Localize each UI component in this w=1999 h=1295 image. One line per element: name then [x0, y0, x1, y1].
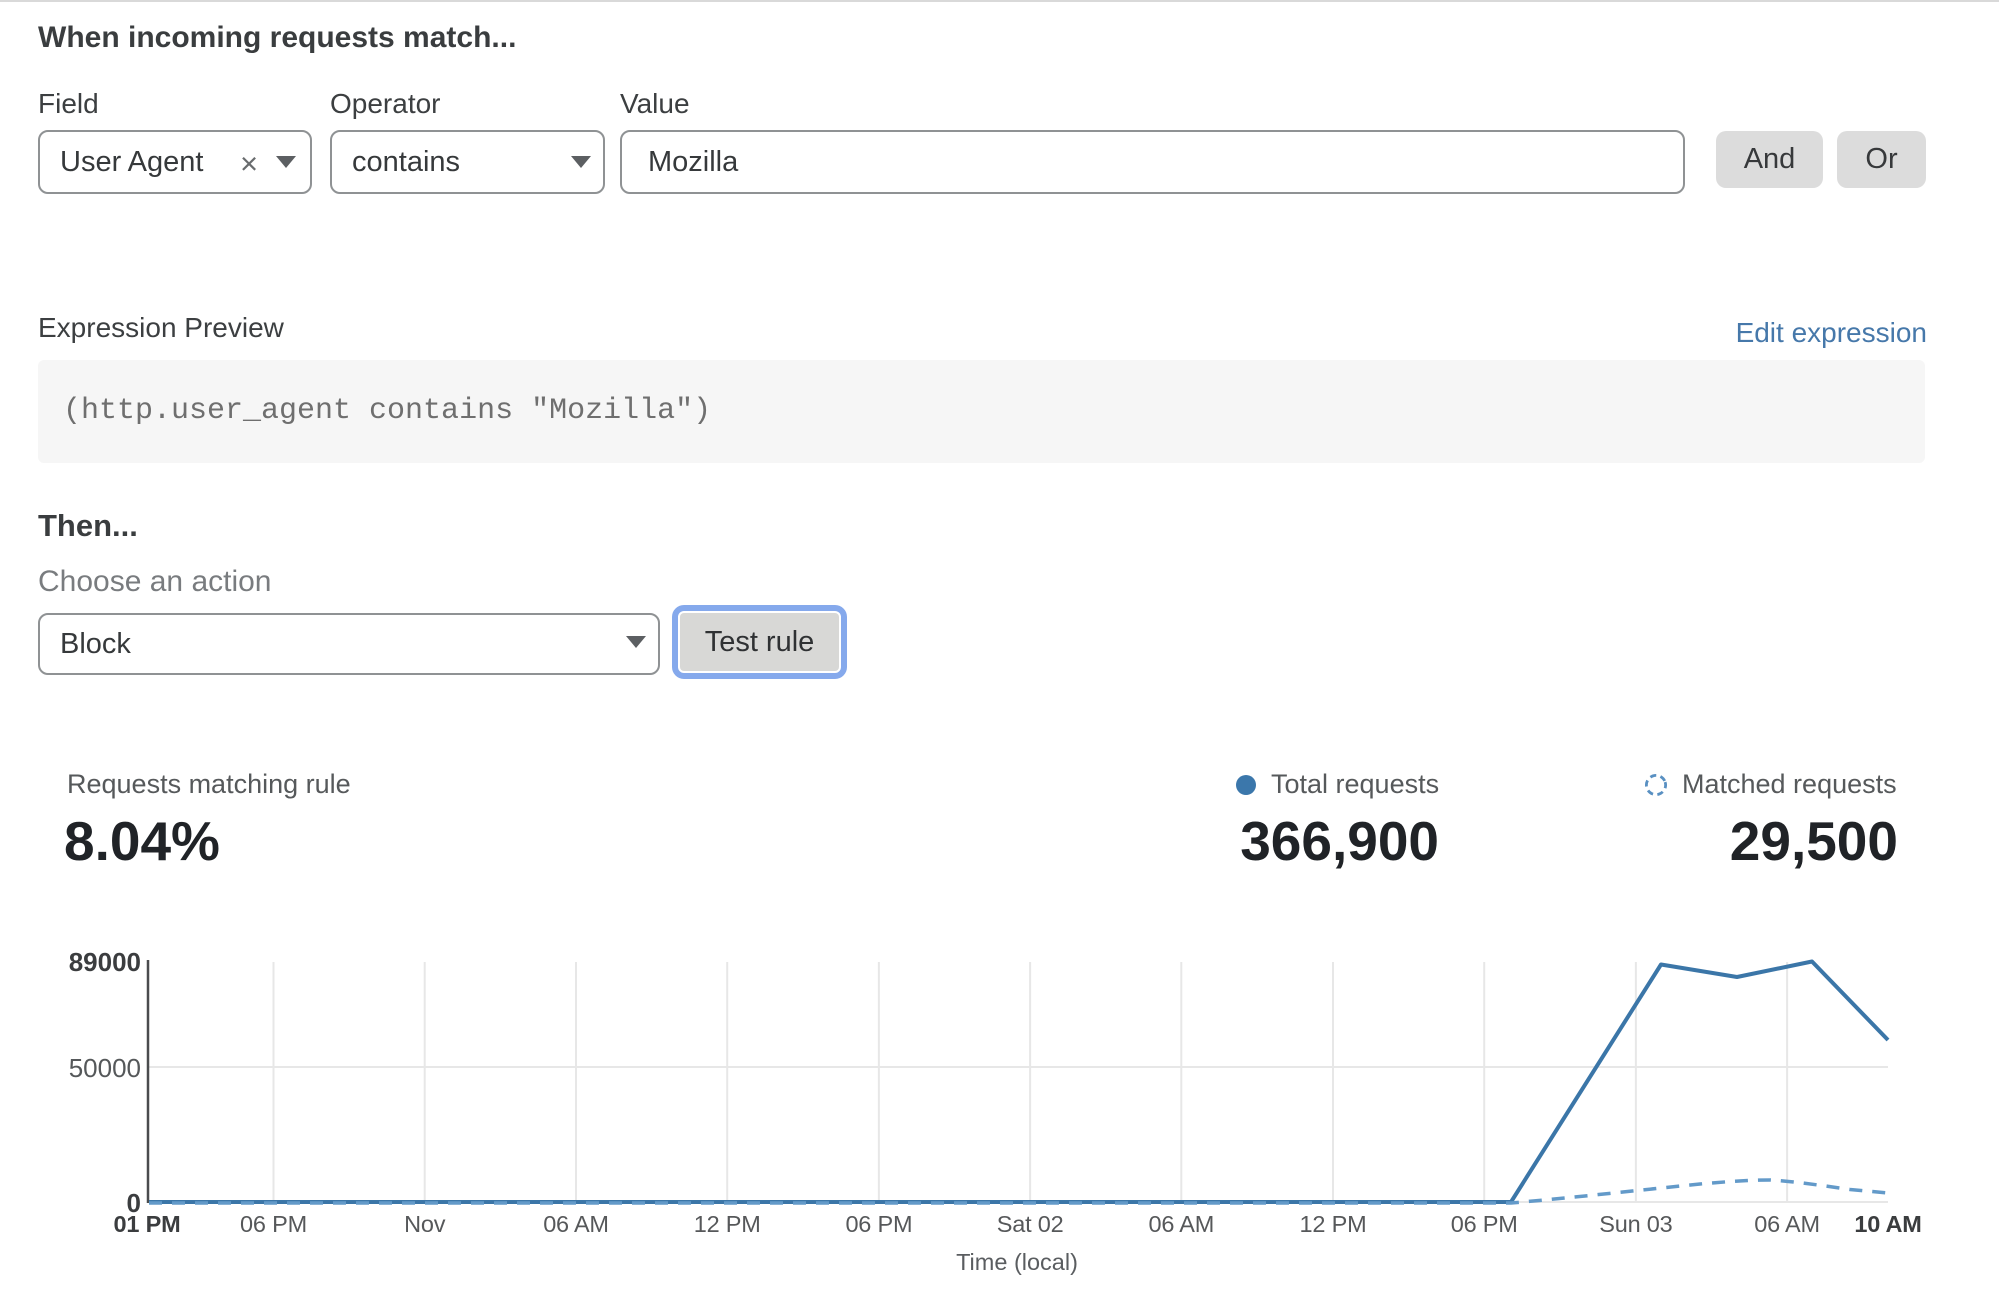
- svg-text:01 PM: 01 PM: [114, 1211, 181, 1237]
- svg-text:0: 0: [127, 1188, 141, 1218]
- svg-text:06 PM: 06 PM: [240, 1211, 307, 1237]
- svg-text:12 PM: 12 PM: [694, 1211, 761, 1237]
- svg-text:Nov: Nov: [404, 1211, 446, 1237]
- svg-text:06 PM: 06 PM: [845, 1211, 912, 1237]
- svg-text:06 PM: 06 PM: [1451, 1211, 1518, 1237]
- svg-text:06 AM: 06 AM: [1148, 1211, 1214, 1237]
- svg-text:06 AM: 06 AM: [1754, 1211, 1820, 1237]
- svg-text:06 AM: 06 AM: [543, 1211, 609, 1237]
- svg-text:Sat 02: Sat 02: [997, 1211, 1064, 1237]
- svg-text:50000: 50000: [69, 1053, 141, 1083]
- svg-text:10 AM: 10 AM: [1854, 1211, 1921, 1237]
- svg-text:12 PM: 12 PM: [1300, 1211, 1367, 1237]
- svg-text:89000: 89000: [69, 947, 141, 977]
- svg-text:Time (local): Time (local): [956, 1249, 1078, 1275]
- svg-text:Sun 03: Sun 03: [1599, 1211, 1672, 1237]
